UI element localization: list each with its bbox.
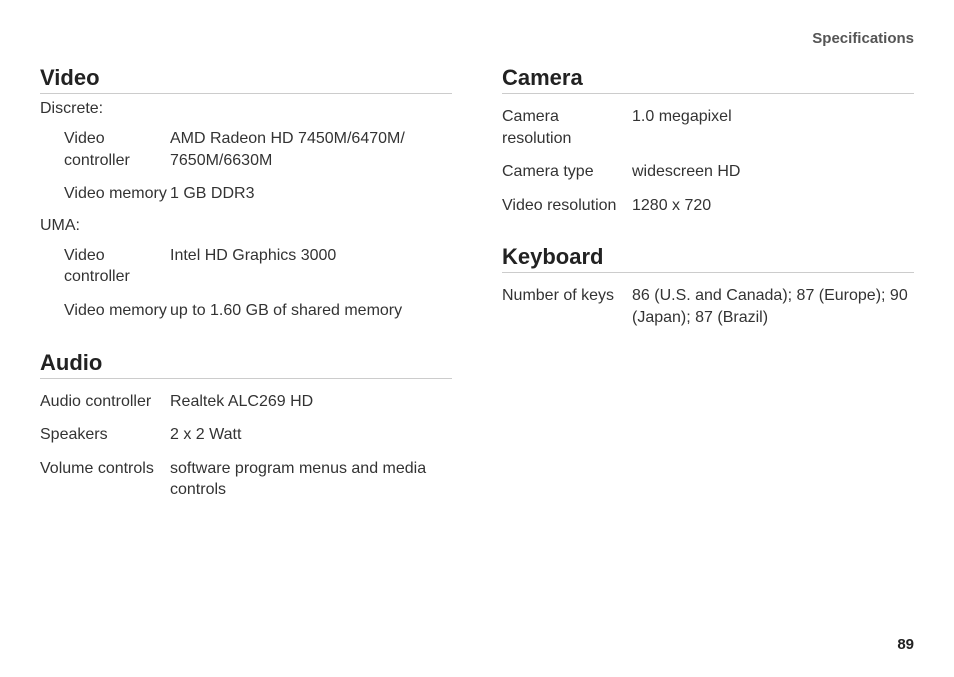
video-uma-table: Video controller Intel HD Graphics 3000 … [64, 239, 452, 328]
video-uma-label: UMA: [40, 217, 452, 235]
table-row: Video memory up to 1.60 GB of shared mem… [64, 294, 452, 328]
spec-value: widescreen HD [632, 155, 914, 189]
audio-section-title: Audio [40, 350, 452, 379]
page-header: Specifications [40, 30, 914, 47]
audio-table: Audio controller Realtek ALC269 HD Speak… [40, 385, 452, 507]
spec-key: Volume controls [40, 452, 170, 507]
keyboard-section-title: Keyboard [502, 244, 914, 273]
video-discrete-label: Discrete: [40, 100, 452, 118]
keyboard-table: Number of keys 86 (U.S. and Canada); 87 … [502, 279, 914, 334]
table-row: Video controller AMD Radeon HD 7450M/647… [64, 122, 452, 177]
table-row: Volume controls software program menus a… [40, 452, 452, 507]
table-row: Camera resolution 1.0 megapixel [502, 100, 914, 155]
spec-key: Video controller [64, 122, 170, 177]
camera-table: Camera resolution 1.0 megapixel Camera t… [502, 100, 914, 222]
page-number: 89 [897, 636, 914, 653]
spec-key: Audio controller [40, 385, 170, 419]
spec-value: Intel HD Graphics 3000 [170, 239, 452, 294]
table-row: Camera type widescreen HD [502, 155, 914, 189]
spec-key: Video memory [64, 294, 170, 328]
spec-key: Video controller [64, 239, 170, 294]
spec-value: AMD Radeon HD 7450M/6470M/ 7650M/6630M [170, 122, 452, 177]
spec-key: Video memory [64, 177, 170, 211]
camera-section-title: Camera [502, 65, 914, 94]
spec-key: Camera type [502, 155, 632, 189]
video-discrete-table: Video controller AMD Radeon HD 7450M/647… [64, 122, 452, 211]
spec-key: Speakers [40, 418, 170, 452]
table-row: Video resolution 1280 x 720 [502, 189, 914, 223]
table-row: Video controller Intel HD Graphics 3000 [64, 239, 452, 294]
right-column: Camera Camera resolution 1.0 megapixel C… [502, 65, 914, 507]
spec-value: Realtek ALC269 HD [170, 385, 452, 419]
spec-key: Camera resolution [502, 100, 632, 155]
spec-value: 86 (U.S. and Canada); 87 (Europe); 90 (J… [632, 279, 914, 334]
spec-key: Number of keys [502, 279, 632, 334]
spec-value: 1.0 megapixel [632, 100, 914, 155]
table-row: Video memory 1 GB DDR3 [64, 177, 452, 211]
content-columns: Video Discrete: Video controller AMD Rad… [40, 65, 914, 507]
spec-value: up to 1.60 GB of shared memory [170, 294, 452, 328]
spec-value: software program menus and media control… [170, 452, 452, 507]
table-row: Number of keys 86 (U.S. and Canada); 87 … [502, 279, 914, 334]
left-column: Video Discrete: Video controller AMD Rad… [40, 65, 452, 507]
video-section-title: Video [40, 65, 452, 94]
spec-value: 2 x 2 Watt [170, 418, 452, 452]
spec-value: 1280 x 720 [632, 189, 914, 223]
table-row: Speakers 2 x 2 Watt [40, 418, 452, 452]
spec-key: Video resolution [502, 189, 632, 223]
table-row: Audio controller Realtek ALC269 HD [40, 385, 452, 419]
spec-value: 1 GB DDR3 [170, 177, 452, 211]
